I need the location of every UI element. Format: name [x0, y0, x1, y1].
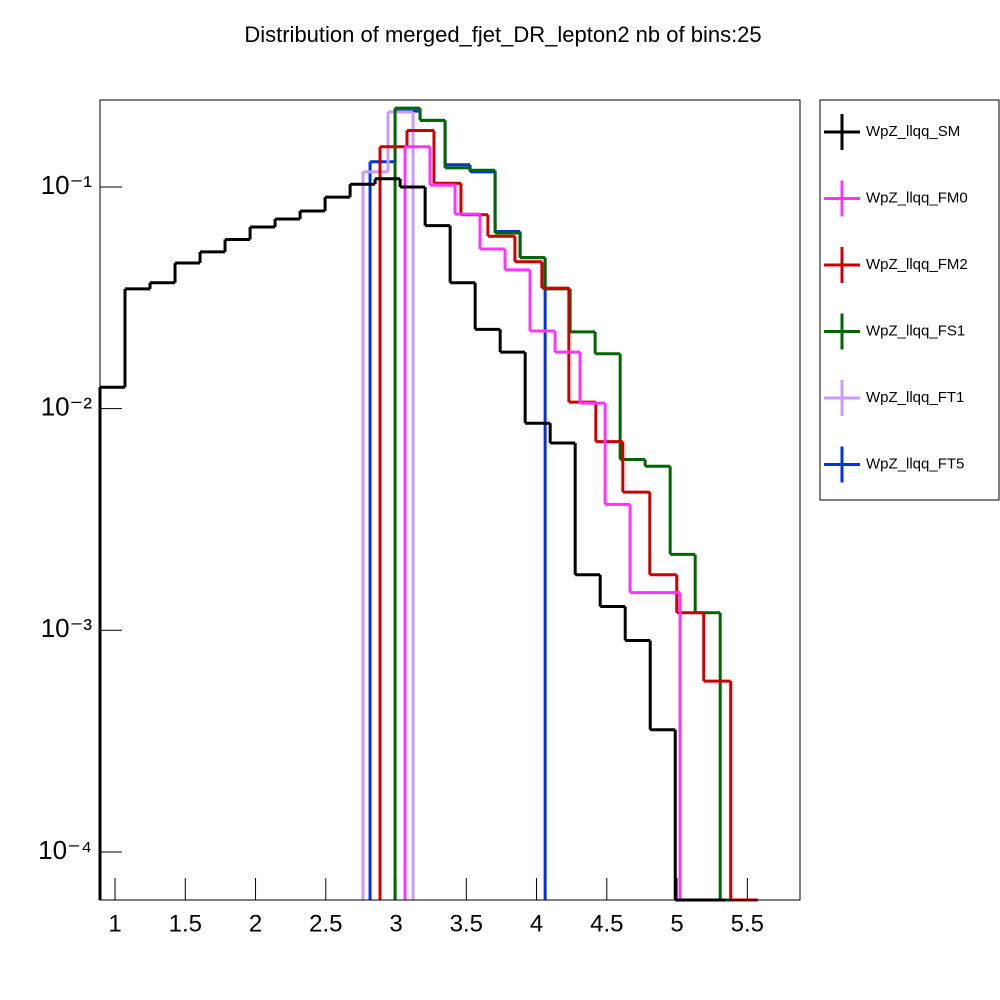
- x-tick-label: 3.5: [450, 910, 483, 937]
- series: [393, 106, 746, 902]
- series: [403, 145, 706, 902]
- legend-label: WpZ_llqq_FM2: [866, 256, 968, 273]
- x-tick-label: 1.5: [169, 910, 202, 937]
- y-tick-label: 10⁻²: [41, 392, 93, 422]
- plot-frame: [99, 99, 801, 901]
- legend-box: [819, 99, 1000, 501]
- x-tick-label: 3: [389, 910, 402, 937]
- legend-label: WpZ_llqq_FT5: [866, 455, 964, 472]
- legend-label: WpZ_llqq_SM: [866, 123, 960, 140]
- legend-label: WpZ_llqq_FT1: [866, 389, 964, 406]
- x-tick-label: 2: [249, 910, 262, 937]
- y-tick-label: 10⁻⁴: [38, 835, 92, 865]
- legend-label: WpZ_llqq_FS1: [866, 322, 965, 339]
- chart-title: Distribution of merged_fjet_DR_lepton2 n…: [244, 22, 761, 47]
- x-tick-label: 4.5: [590, 910, 623, 937]
- x-tick-label: 2.5: [309, 910, 342, 937]
- x-tick-label: 5: [670, 910, 683, 937]
- legend: WpZ_llqq_SM WpZ_llqq_FM0 WpZ_llqq_FM2 WpZ_l…: [824, 114, 968, 483]
- x-tick-label: 5.5: [731, 910, 764, 937]
- y-tick-label: 10⁻¹: [41, 170, 93, 200]
- x-tick-label: 4: [530, 910, 543, 937]
- plot-area: 1 1.5 2 2.5 3 3.5 4 4.5 5 5.5 10⁻¹ 10⁻² 10⁻³ 10⁻⁴: [38, 106, 764, 937]
- series: [361, 110, 415, 900]
- x-tick-label: 1: [108, 910, 121, 937]
- y-tick-label: 10⁻³: [41, 613, 93, 643]
- legend-label: WpZ_llqq_FM0: [866, 189, 968, 206]
